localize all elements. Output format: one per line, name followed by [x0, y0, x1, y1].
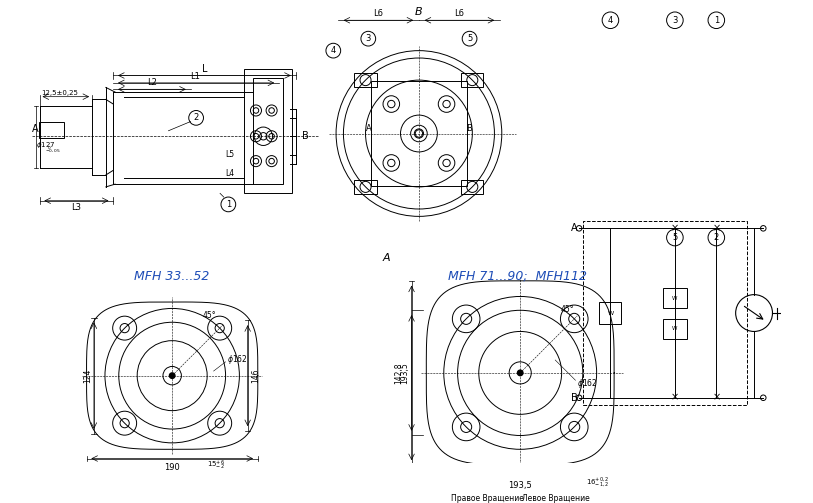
Text: L2: L2 [147, 78, 157, 88]
Text: L6: L6 [373, 10, 384, 19]
Text: 45°: 45° [561, 305, 574, 314]
Text: 2: 2 [193, 113, 198, 122]
Circle shape [518, 486, 523, 490]
Text: Левое Вращение: Левое Вращение [521, 494, 589, 503]
Text: 1: 1 [226, 200, 231, 209]
Text: B: B [302, 131, 309, 141]
Text: 12,5±0,25: 12,5±0,25 [41, 90, 78, 96]
Text: B: B [466, 124, 472, 133]
Text: 193,5: 193,5 [508, 480, 532, 489]
Bar [39, 122, 64, 138]
Bar [253, 78, 283, 184]
Bar [354, 180, 376, 194]
Text: 124: 124 [83, 369, 92, 383]
Text: Правое Вращение: Правое Вращение [451, 494, 524, 503]
Text: ×: × [671, 393, 679, 403]
Text: MFH 71...90;  MFH112: MFH 71...90; MFH112 [448, 270, 587, 283]
Text: $\phi$162: $\phi$162 [228, 353, 248, 366]
Text: $\phi$162: $\phi$162 [577, 377, 598, 390]
Text: L3: L3 [72, 204, 81, 212]
Text: 3: 3 [366, 34, 371, 43]
Text: 5: 5 [672, 233, 677, 242]
Text: 2: 2 [714, 233, 719, 242]
Text: MFH 33...52: MFH 33...52 [134, 270, 210, 283]
Text: L1: L1 [190, 72, 200, 81]
Circle shape [169, 373, 175, 378]
Text: W: W [607, 310, 614, 315]
Text: 4: 4 [608, 16, 613, 25]
Text: ×: × [712, 223, 720, 233]
Text: 142,8: 142,8 [394, 362, 403, 384]
Text: A: A [571, 223, 577, 233]
Text: 4: 4 [331, 46, 336, 55]
Text: 3: 3 [672, 16, 677, 25]
Text: A: A [33, 124, 39, 133]
Text: B: B [571, 393, 577, 403]
Text: B: B [415, 8, 423, 18]
Text: L6: L6 [454, 10, 464, 19]
Bar [354, 73, 376, 88]
Bar [244, 69, 292, 193]
Bar [461, 180, 484, 194]
Text: 5: 5 [467, 34, 472, 43]
Text: ×: × [712, 393, 720, 403]
Text: A: A [383, 253, 390, 263]
Bar [371, 80, 467, 187]
Text: L: L [202, 64, 207, 73]
Bar [663, 288, 687, 308]
Text: L4: L4 [226, 169, 235, 178]
Text: $\phi$127: $\phi$127 [36, 140, 55, 150]
Text: $15^{+6}_{-2}$: $15^{+6}_{-2}$ [207, 459, 225, 472]
Text: 146: 146 [251, 368, 260, 383]
Text: A: A [367, 124, 372, 133]
Text: 190: 190 [164, 463, 180, 472]
Text: W: W [672, 326, 678, 331]
Text: $16^{+0,2}_{-1,2}$: $16^{+0,2}_{-1,2}$ [586, 476, 610, 489]
Circle shape [517, 370, 523, 376]
Text: W: W [672, 296, 678, 301]
Bar [599, 302, 621, 324]
Text: 193,5: 193,5 [401, 362, 410, 384]
Text: L5: L5 [226, 150, 235, 159]
Text: 1: 1 [714, 16, 719, 25]
Text: ×: × [671, 223, 679, 233]
Bar [663, 318, 687, 339]
Text: $^{\ \ 0}_{-0,05}$: $^{\ \ 0}_{-0,05}$ [45, 145, 61, 155]
Text: 45°: 45° [202, 311, 216, 320]
Bar [461, 73, 484, 88]
